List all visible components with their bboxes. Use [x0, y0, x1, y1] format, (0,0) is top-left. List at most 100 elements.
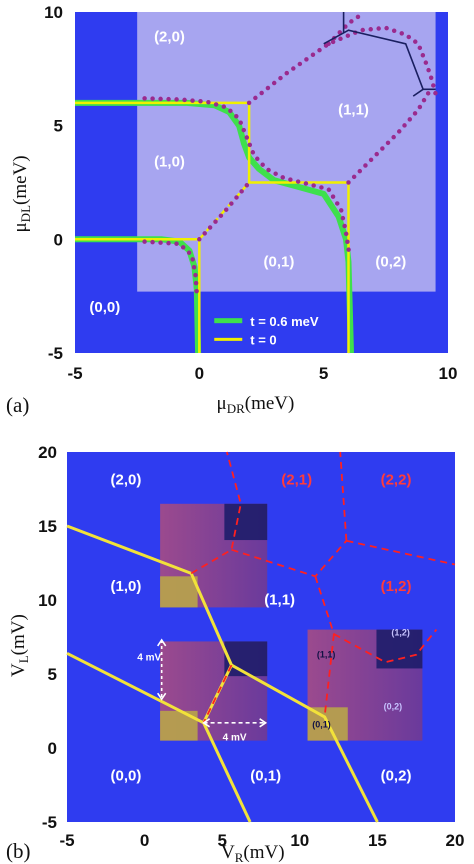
x-tick-label: 5 — [319, 364, 328, 383]
y-tick-label: 10 — [38, 591, 57, 610]
panel-b-series — [66, 451, 456, 823]
annotation-4mv: 4 mV — [223, 733, 247, 744]
legend-label-t0: t = 0 — [250, 332, 276, 347]
region-label: (1,0) — [111, 578, 142, 595]
inset-corner-high — [224, 503, 268, 541]
y-label-v: V — [8, 663, 29, 677]
y-label-unit: (mV) — [8, 614, 29, 655]
panel-a-legend: t = 0.6 meV t = 0 — [214, 314, 319, 347]
x-tick-label: 5 — [217, 831, 226, 850]
y-tick-label: 5 — [48, 665, 57, 684]
region-label: (2,0) — [111, 472, 142, 489]
legend-swatch-yellow — [214, 337, 243, 341]
arrow-head-right — [259, 718, 268, 728]
panel-b-x-axis-label: VR(mV) — [221, 842, 285, 864]
series-dotted-line — [346, 87, 433, 185]
inset-region-label: (0,2) — [384, 702, 403, 712]
series-red-line — [346, 539, 456, 566]
region-label: (0,1) — [250, 768, 281, 785]
region-label: (2,2) — [381, 472, 412, 489]
panel-b-annotations: 4 mV 4 mV — [137, 638, 268, 744]
x-tick-label: 0 — [195, 364, 204, 383]
x-label-sub: DR — [227, 401, 245, 416]
panel-b-y-ticks: -5 0 5 10 15 20 — [38, 443, 57, 832]
region-label: (1,2) — [381, 578, 412, 595]
panel-a-series — [75, 12, 438, 354]
y-label-sub: L — [16, 655, 31, 663]
region-label: (0,0) — [89, 299, 120, 316]
panel-b-y-axis-label: VL(mV) — [8, 614, 31, 677]
x-tick-label: 20 — [446, 831, 465, 850]
panel-a-x-ticks: -5 0 5 10 — [67, 364, 457, 383]
arrow-head-up — [157, 638, 167, 647]
panel-a: (2,0) (1,1) (1,0) (0,1) (0,2) (0,0) t = 0.6 m… — [6, 3, 457, 417]
panel-a-label: (a) — [6, 393, 29, 417]
inset-corner-low — [160, 576, 198, 608]
panel-b-region-labels: (2,0) (2,1) (2,2) (1,0) (1,1) (1,2) (0,0) (0,1)… — [111, 472, 412, 785]
y-tick-label: 15 — [38, 517, 57, 536]
panel-a-x-axis-label: μDR(meV) — [217, 393, 295, 416]
x-label-sub: R — [235, 850, 244, 864]
series-red-line — [190, 451, 242, 575]
legend-swatch-green — [214, 318, 243, 324]
legend-label-t06: t = 0.6 meV — [250, 314, 319, 329]
x-label-mu: μ — [217, 393, 227, 414]
y-label-sub: DL — [18, 205, 33, 222]
region-label: (1,0) — [154, 154, 185, 171]
series-dotted-line — [142, 96, 353, 260]
series-frame-line — [323, 29, 425, 97]
series-red-line — [202, 664, 233, 724]
region-label: (1,1) — [338, 101, 369, 118]
region-label: (2,0) — [154, 29, 185, 46]
x-label-v: V — [221, 842, 235, 863]
x-tick-label: -5 — [67, 364, 82, 383]
x-tick-label: 0 — [140, 831, 149, 850]
x-label-unit: (mV) — [243, 842, 284, 863]
x-tick-label: -5 — [59, 831, 74, 850]
region-label: (0,2) — [375, 254, 406, 271]
panel-b-x-ticks: -5 0 5 10 15 20 — [59, 831, 464, 850]
y-tick-label: 0 — [48, 739, 57, 758]
series-red-line — [323, 633, 335, 718]
region-label: (0,2) — [381, 768, 412, 785]
x-tick-label: 10 — [439, 364, 458, 383]
y-tick-label: -5 — [42, 813, 57, 832]
x-tick-label: 15 — [368, 831, 387, 850]
y-label-mu: μ — [10, 222, 31, 232]
inset-region-label: (1,2) — [391, 628, 410, 638]
series-yellow-line — [202, 722, 252, 823]
region-label: (1,1) — [264, 591, 295, 608]
series-red-line — [339, 451, 348, 541]
series-red-line — [314, 576, 335, 635]
region-label: (0,1) — [263, 254, 294, 271]
arrow-head-left — [202, 718, 211, 728]
panel-a-inner-region — [137, 12, 436, 292]
series-dotted-line — [142, 239, 200, 297]
panel-b: 4 mV 4 mV (2,0) (2,1) (2,2) (1,0) (1,1) (1,2) (… — [6, 443, 464, 864]
series-t-0-line — [198, 181, 251, 241]
region-label: (2,1) — [281, 472, 312, 489]
panel-b-label: (b) — [6, 839, 31, 863]
panel-a-y-ticks: -5 0 5 10 — [44, 3, 63, 363]
series-dotted-line — [246, 25, 438, 106]
inset-region-label: (1,1) — [317, 650, 336, 660]
y-tick-label: 5 — [54, 117, 63, 136]
annotation-4mv: 4 mV — [137, 653, 161, 664]
x-tick-label: 10 — [290, 831, 309, 850]
series-t-0-line — [75, 101, 350, 353]
inset-corner-high — [376, 629, 423, 669]
y-tick-label: 20 — [38, 443, 57, 462]
x-label-unit: (meV) — [245, 393, 295, 414]
series-t-0-6-mev-line — [75, 99, 354, 354]
arrow-head-down — [157, 692, 167, 701]
panel-a-y-axis-label: μDL(meV) — [10, 155, 33, 232]
panel-a-region-labels: (2,0) (1,1) (1,0) (0,1) (0,2) (0,0) — [89, 29, 406, 317]
series-dotted-line — [197, 180, 252, 242]
series-yellow-line — [230, 663, 379, 823]
y-tick-label: 10 — [44, 3, 63, 22]
inset-region-label: (0,1) — [312, 719, 331, 729]
y-tick-label: 0 — [54, 230, 63, 249]
y-tick-label: -5 — [48, 344, 63, 363]
inset-corner-high — [224, 641, 268, 677]
